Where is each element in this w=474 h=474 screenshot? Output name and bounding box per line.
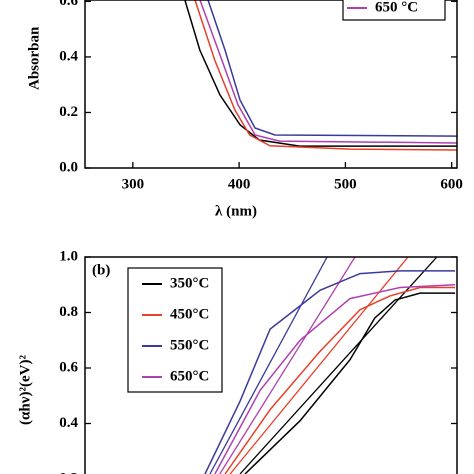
y-tick-label: 0.6 bbox=[59, 0, 78, 9]
data-line bbox=[204, 270, 456, 474]
y-tick-label: 0.0 bbox=[59, 159, 78, 175]
x-tick-label: 400 bbox=[228, 176, 251, 192]
legend-label: 350°C bbox=[170, 275, 209, 291]
y-axis-label: (αhν)²(eV)² bbox=[17, 355, 33, 425]
legend-label: 650°C bbox=[170, 368, 209, 384]
data-line bbox=[184, 0, 457, 147]
plot-area bbox=[204, 257, 456, 474]
y-axis-label: Absorban bbox=[26, 26, 42, 90]
y-tick-label: 1.0 bbox=[59, 248, 78, 264]
y-tick-label: 0.8 bbox=[59, 304, 78, 320]
x-axis-label: λ (nm) bbox=[215, 203, 257, 219]
x-tick-label: 600 bbox=[440, 176, 463, 192]
y-tick-label: 0.2 bbox=[59, 470, 78, 474]
data-line bbox=[199, 0, 457, 144]
data-line bbox=[194, 0, 457, 151]
x-tick-label: 500 bbox=[334, 176, 357, 192]
panel-label: (b) bbox=[92, 262, 110, 278]
data-line bbox=[207, 0, 457, 137]
legend-label: 550°C bbox=[170, 337, 209, 353]
y-tick-label: 0.4 bbox=[59, 415, 78, 431]
data-line bbox=[214, 284, 456, 474]
data-line bbox=[224, 286, 456, 474]
y-tick-label: 0.6 bbox=[59, 359, 78, 375]
plot-frame bbox=[84, 256, 458, 474]
tangent-line bbox=[219, 257, 356, 474]
tangent-line bbox=[239, 257, 438, 474]
x-tick-label: 300 bbox=[122, 176, 145, 192]
legend-label: 450°C bbox=[170, 306, 209, 322]
tangent-line bbox=[229, 257, 409, 474]
plot-frame bbox=[84, 0, 458, 169]
y-tick-label: 0.2 bbox=[59, 104, 78, 120]
legend-box bbox=[127, 267, 223, 393]
y-tick-label: 0.4 bbox=[59, 48, 78, 64]
tangent-line bbox=[209, 257, 328, 474]
legend-label: 650 °C bbox=[375, 0, 418, 15]
plot-area bbox=[184, 0, 457, 151]
data-line bbox=[244, 292, 456, 474]
legend-box bbox=[342, 0, 446, 21]
